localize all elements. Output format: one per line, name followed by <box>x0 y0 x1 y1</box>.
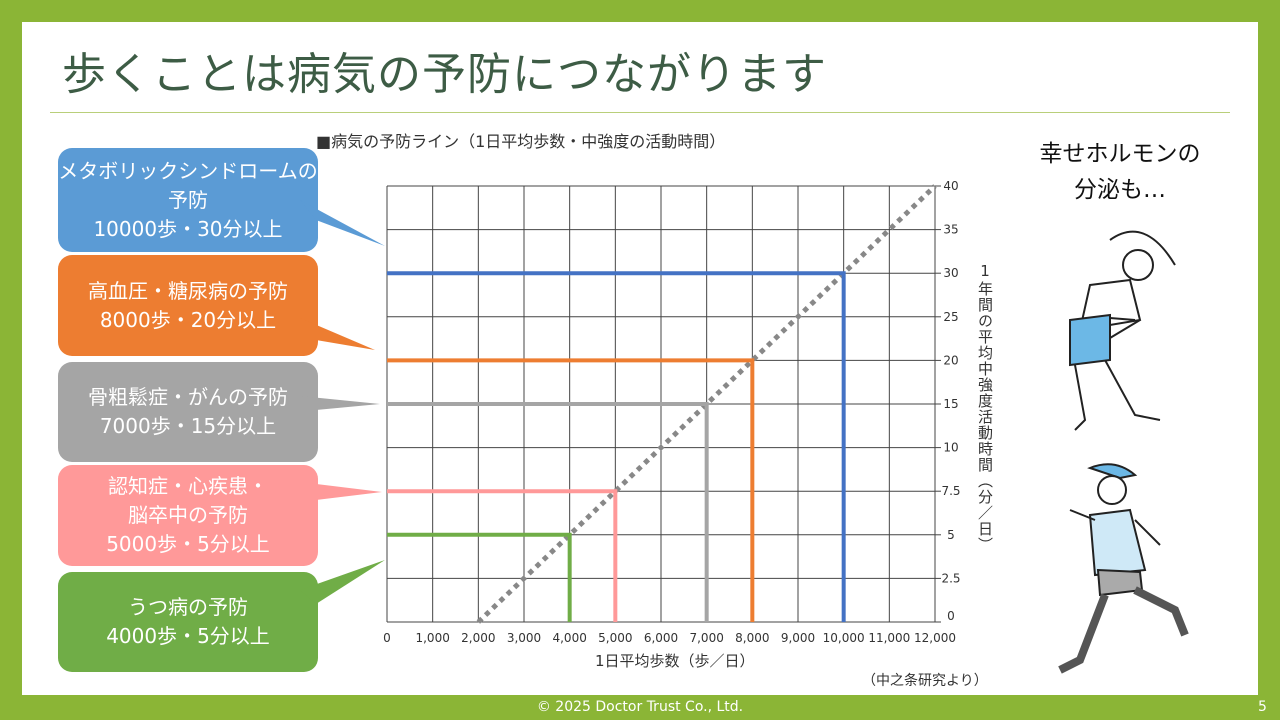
page-number: 5 <box>1258 699 1267 715</box>
y-axis-label: 1年間の平均中強度活動時間（分／日） <box>976 262 994 553</box>
prevention-line-4000 <box>387 532 572 622</box>
title-divider <box>50 112 1230 113</box>
y-tick-label: 15 <box>943 397 958 411</box>
x-tick-label: 8,000 <box>735 631 769 645</box>
callout-dementia: 認知症・心疾患・ 脳卒中の予防 5000歩・5分以上 <box>58 465 318 566</box>
y-tick-label: 5 <box>947 528 955 542</box>
x-axis-label: 1日平均歩数（歩／日） <box>595 652 755 670</box>
y-tick-label: 2.5 <box>941 571 960 585</box>
y-tick-label: 40 <box>943 179 958 193</box>
x-tick-label: 0 <box>383 631 391 645</box>
callout-line: 10000歩・30分以上 <box>93 216 283 241</box>
x-tick-label: 10,000 <box>823 631 865 645</box>
callout-line: 7000歩・15分以上 <box>99 414 277 438</box>
slide-title: 歩くことは病気の予防につながります <box>62 49 827 100</box>
callout-line: 8000歩・20分以上 <box>99 307 277 332</box>
x-tick-label: 7,000 <box>689 631 723 645</box>
jogging-woman-illustration <box>1058 463 1189 674</box>
callout-line: 高血圧・糖尿病の予防 <box>88 278 288 303</box>
y-tick-label: 0 <box>947 609 955 623</box>
stretching-man-illustration <box>1069 230 1176 431</box>
callout-line: 脳卒中の予防 <box>128 503 248 527</box>
x-tick-label: 12,000 <box>914 631 956 645</box>
callout-hypertension: 高血圧・糖尿病の予防 8000歩・20分以上 <box>58 255 318 356</box>
callout-line: うつ病の予防 <box>128 595 248 619</box>
y-tick-label: 25 <box>943 310 958 324</box>
pointer-dementia <box>300 482 382 500</box>
callout-line: 5000歩・5分以上 <box>106 532 270 556</box>
callout-line: 認知症・心疾患・ <box>108 474 268 498</box>
x-tick-label: 2,000 <box>461 631 495 645</box>
pointer-hypertension <box>300 318 375 350</box>
callout-osteoporosis: 骨粗鬆症・がんの予防 7000歩・15分以上 <box>58 362 318 462</box>
side-note-line: 分泌も… <box>1074 177 1166 203</box>
x-tick-label: 1,000 <box>415 631 449 645</box>
y-tick-label: 20 <box>943 353 958 367</box>
pointer-depression <box>300 560 385 604</box>
prevention-line-10000 <box>387 271 846 622</box>
source-note: （中之条研究より） <box>862 673 988 689</box>
copyright-footer: © 2025 Doctor Trust Co., Ltd. <box>536 699 744 715</box>
prevention-line-5000 <box>387 489 618 622</box>
side-note: 幸せホルモンの 分泌も… <box>1020 136 1220 208</box>
callout-pointers <box>300 200 385 604</box>
y-tick-label: 30 <box>943 266 958 280</box>
x-tick-label: 6,000 <box>644 631 678 645</box>
callout-line: 骨粗鬆症・がんの予防 <box>88 385 288 409</box>
callout-line: メタボリックシンドロームの <box>58 158 318 183</box>
x-tick-label: 9,000 <box>781 631 815 645</box>
callout-depression: うつ病の予防 4000歩・5分以上 <box>58 572 318 672</box>
callout-line: 予防 <box>168 187 208 212</box>
x-tick-label: 5,000 <box>598 631 632 645</box>
prevention-line-7000 <box>387 402 709 622</box>
side-note-line: 幸せホルモンの <box>1039 141 1201 167</box>
pointer-osteoporosis <box>300 396 380 410</box>
x-tick-label: 3,000 <box>507 631 541 645</box>
prevention-line-8000 <box>387 358 755 622</box>
pointer-metabolic <box>300 200 385 246</box>
y-tick-label: 7.5 <box>941 484 960 498</box>
x-tick-label: 11,000 <box>868 631 910 645</box>
callout-line: 4000歩・5分以上 <box>106 624 270 648</box>
x-tick-label: 4,000 <box>552 631 586 645</box>
chart-title: ■病気の予防ライン（1日平均歩数・中強度の活動時間） <box>316 132 726 151</box>
y-tick-label: 35 <box>943 223 958 237</box>
callout-metabolic: メタボリックシンドロームの 予防 10000歩・30分以上 <box>58 148 318 252</box>
y-tick-label: 10 <box>943 441 958 455</box>
